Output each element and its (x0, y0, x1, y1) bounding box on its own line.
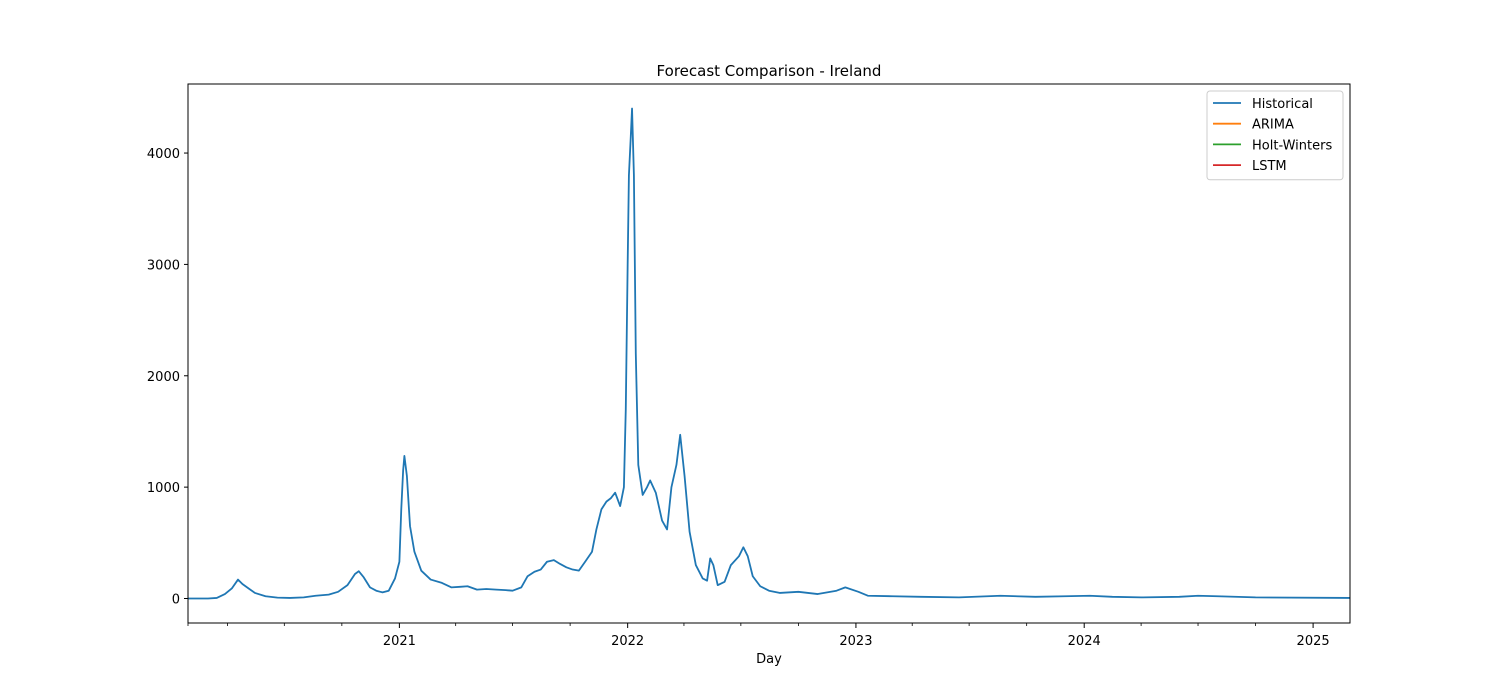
y-tick-label: 0 (172, 593, 180, 608)
plot-frame (187, 83, 1351, 624)
y-tick-label: 4000 (147, 147, 180, 162)
x-tick-label: 2025 (1297, 634, 1330, 649)
legend-label: Historical (1252, 97, 1313, 112)
legend-box (1206, 90, 1344, 181)
legend-label: ARIMA (1252, 118, 1294, 133)
chart-title: Forecast Comparison - Ireland (657, 62, 882, 80)
series-line-historical (188, 107, 1351, 600)
legend: Historical ARIMA Holt-Winters LSTM (1206, 90, 1344, 181)
legend-label: LSTM (1252, 159, 1287, 174)
y-tick-label: 2000 (147, 370, 180, 385)
plot-content (188, 107, 1351, 600)
x-tick-label: 2022 (611, 634, 644, 649)
y-tick-label: 1000 (147, 481, 180, 496)
x-tick-label: 2021 (383, 634, 416, 649)
x-axis-label: Day (756, 652, 782, 667)
legend-label: Holt-Winters (1252, 138, 1332, 153)
x-tick-label: 2023 (839, 634, 872, 649)
x-tick-label: 2024 (1068, 634, 1101, 649)
y-axis: 0 1000 2000 3000 4000 (147, 147, 188, 608)
x-axis: 2021 2022 2023 2024 2025 (187, 623, 1330, 649)
y-tick-label: 3000 (147, 258, 180, 273)
